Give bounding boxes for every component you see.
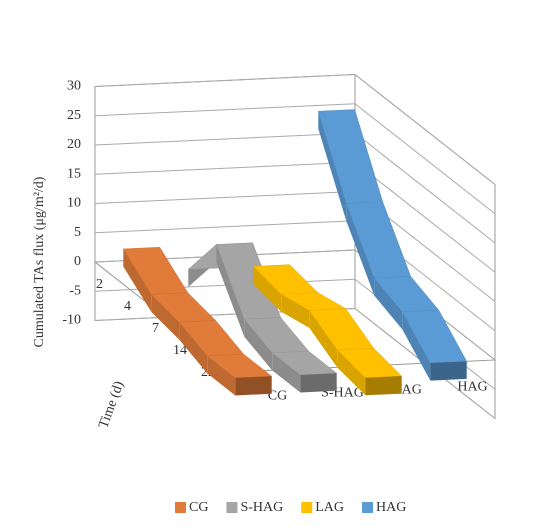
ribbon-side — [207, 355, 236, 396]
grid-line — [354, 161, 496, 273]
grid-line — [94, 74, 356, 87]
legend-label: HAG — [376, 500, 406, 515]
ribbon-end — [235, 376, 272, 396]
ribbon-side — [281, 294, 310, 328]
legend-label: LAG — [315, 500, 344, 515]
category-label: HAG — [457, 380, 487, 395]
y-tick-label: 5 — [74, 225, 81, 240]
ribbon-side — [151, 294, 180, 340]
ribbon-side — [244, 319, 273, 371]
legend-swatch — [362, 502, 374, 513]
y-tick-label: -5 — [69, 283, 81, 298]
grid-line — [94, 191, 356, 204]
ribbon-side — [272, 352, 301, 393]
ribbon-side — [346, 203, 375, 296]
legend-swatch — [301, 502, 313, 513]
y-tick-label: 0 — [74, 254, 81, 269]
ribbon-side — [253, 266, 282, 312]
ribbon-end — [365, 376, 402, 396]
grid-line — [354, 103, 496, 215]
time-tick-label: 7 — [152, 321, 159, 336]
grid-line — [94, 220, 356, 234]
ribbon-side — [309, 310, 338, 368]
grid-line — [94, 161, 356, 175]
y-tick-label: 15 — [67, 166, 81, 181]
time-axis-label: Time (d) — [96, 379, 127, 430]
y-tick-label: 20 — [67, 137, 81, 152]
category-label: CG — [268, 389, 287, 404]
ribbon-side — [123, 248, 152, 312]
grid-line — [354, 74, 496, 185]
time-tick-label: 14 — [173, 343, 187, 358]
ribbon-side — [374, 278, 403, 330]
grid-line — [94, 103, 356, 117]
legend-label: S-HAG — [240, 500, 283, 515]
y-tick-label: -10 — [62, 313, 81, 328]
ribbon-side — [216, 244, 245, 337]
grid-line — [354, 132, 496, 244]
ribbon-end — [430, 361, 467, 381]
ribbon-side — [337, 349, 366, 396]
y-tick-label: 25 — [67, 108, 81, 123]
legend-swatch — [175, 502, 186, 513]
ribbon-side — [318, 111, 347, 221]
y-tick-label: 10 — [67, 196, 81, 211]
time-tick-label: 4 — [124, 299, 131, 314]
time-tick-label: 2 — [96, 277, 103, 292]
legend-label: CG — [189, 500, 208, 515]
ribbon-end — [300, 373, 337, 393]
y-axis-label: Cumulated TAs flux (μg/m²/d) — [32, 176, 47, 347]
ribbon-side — [402, 311, 431, 381]
legend-swatch — [226, 502, 238, 513]
y-tick-label: 30 — [67, 79, 81, 94]
grid-line — [94, 132, 356, 146]
ribbon-side — [179, 322, 208, 374]
